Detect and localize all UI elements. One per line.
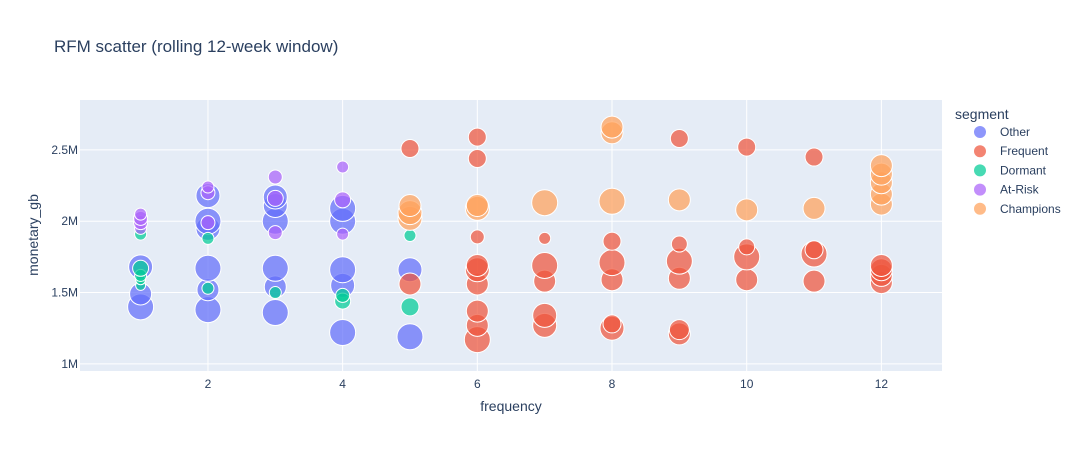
legend[interactable]: segment Other Frequent Dormant At-Risk Champ… [955,106,1061,216]
scatter-point[interactable] [802,269,826,293]
scatter-point[interactable] [598,187,626,215]
x-axis-title: frequency [480,398,541,414]
scatter-point[interactable] [804,147,824,167]
scatter-point[interactable] [329,256,357,284]
chart-title: RFM scatter (rolling 12-week window) [54,37,338,56]
plot-area [80,100,942,371]
scatter-point[interactable] [134,207,148,221]
scatter-point[interactable] [538,231,552,245]
scatter-point[interactable] [403,229,417,242]
x-tick-label: 12 [875,377,889,391]
y-tick-label: 2.5M [51,143,78,157]
legend-item-champions[interactable]: Champions [974,202,1061,216]
scatter-point[interactable] [194,254,222,282]
legend-marker [974,202,986,215]
legend-label: Champions [1000,202,1061,216]
series-champions[interactable] [397,115,893,231]
scatter-point[interactable] [334,191,352,209]
scatter-point[interactable] [669,129,689,149]
scatter-point[interactable] [531,251,559,279]
scatter-point[interactable] [804,240,824,260]
scatter-point[interactable] [598,249,626,277]
scatter-point[interactable] [267,225,283,241]
scatter-point[interactable] [465,253,489,277]
y-tick-label: 1.5M [51,286,78,300]
data-points[interactable] [127,115,893,354]
scatter-point[interactable] [668,319,690,341]
x-tick-label: 10 [740,377,754,391]
y-tick-label: 2M [61,214,78,228]
x-tick-label: 8 [609,377,616,391]
legend-item-dormant[interactable]: Dormant [974,163,1047,177]
scatter-point[interactable] [465,299,489,323]
scatter-point[interactable] [532,302,558,328]
scatter-point[interactable] [267,169,283,185]
x-tick-label: 4 [339,377,346,391]
series-at-risk[interactable] [133,160,352,241]
legend-label: Dormant [1000,163,1047,177]
scatter-point[interactable] [737,137,757,157]
scatter-point[interactable] [201,281,215,295]
scatter-point[interactable] [266,189,284,207]
scatter-point[interactable] [329,318,357,346]
scatter-point[interactable] [869,253,893,277]
scatter-point[interactable] [400,297,420,317]
scatter-point[interactable] [398,194,422,218]
y-tick-label: 1M [61,357,78,371]
scatter-point[interactable] [735,268,759,292]
scatter-point[interactable] [201,231,215,245]
legend-item-other[interactable]: Other [974,125,1030,139]
scatter-point[interactable] [261,254,289,282]
legend-marker [974,126,986,138]
legend-item-at-risk[interactable]: At-Risk [974,183,1040,197]
scatter-point[interactable] [738,238,756,256]
legend-title: segment [955,106,1009,122]
scatter-point[interactable] [600,115,624,139]
legend-marker [974,183,986,196]
scatter-point[interactable] [200,215,216,231]
scatter-point[interactable] [398,272,422,296]
scatter-point[interactable] [670,235,688,253]
legend-item-frequent[interactable]: Frequent [974,144,1049,158]
scatter-point[interactable] [396,323,424,351]
legend-marker [974,145,986,158]
scatter-point[interactable] [802,196,826,220]
x-tick-label: 2 [205,377,212,391]
legend-marker [974,164,986,177]
y-axis-title: monetary_gb [25,194,41,276]
legend-label: Other [1000,125,1030,139]
scatter-point[interactable] [469,229,485,245]
x-tick-label: 6 [474,377,481,391]
scatter-point[interactable] [261,299,289,327]
legend-label: At-Risk [1000,183,1040,197]
scatter-point[interactable] [335,287,351,303]
scatter-point[interactable] [667,188,691,212]
scatter-point[interactable] [465,194,489,218]
scatter-point[interactable] [869,154,893,178]
tick-labels: 2 4 6 8 10 12 1M 1.5M 2M 2.5M [51,143,888,391]
scatter-point[interactable] [201,180,215,194]
scatter-point[interactable] [336,227,350,241]
scatter-point[interactable] [467,127,487,147]
series-frequent[interactable] [398,127,893,354]
scatter-point[interactable] [132,259,150,277]
scatter-point[interactable] [400,138,420,158]
scatter-point[interactable] [467,148,487,168]
scatter-point[interactable] [268,286,282,300]
legend-label: Frequent [1000,144,1049,158]
scatter-point[interactable] [602,314,622,334]
scatter-point[interactable] [602,231,622,251]
scatter-point[interactable] [735,198,759,222]
scatter-point[interactable] [531,189,559,217]
scatter-point[interactable] [336,160,350,174]
